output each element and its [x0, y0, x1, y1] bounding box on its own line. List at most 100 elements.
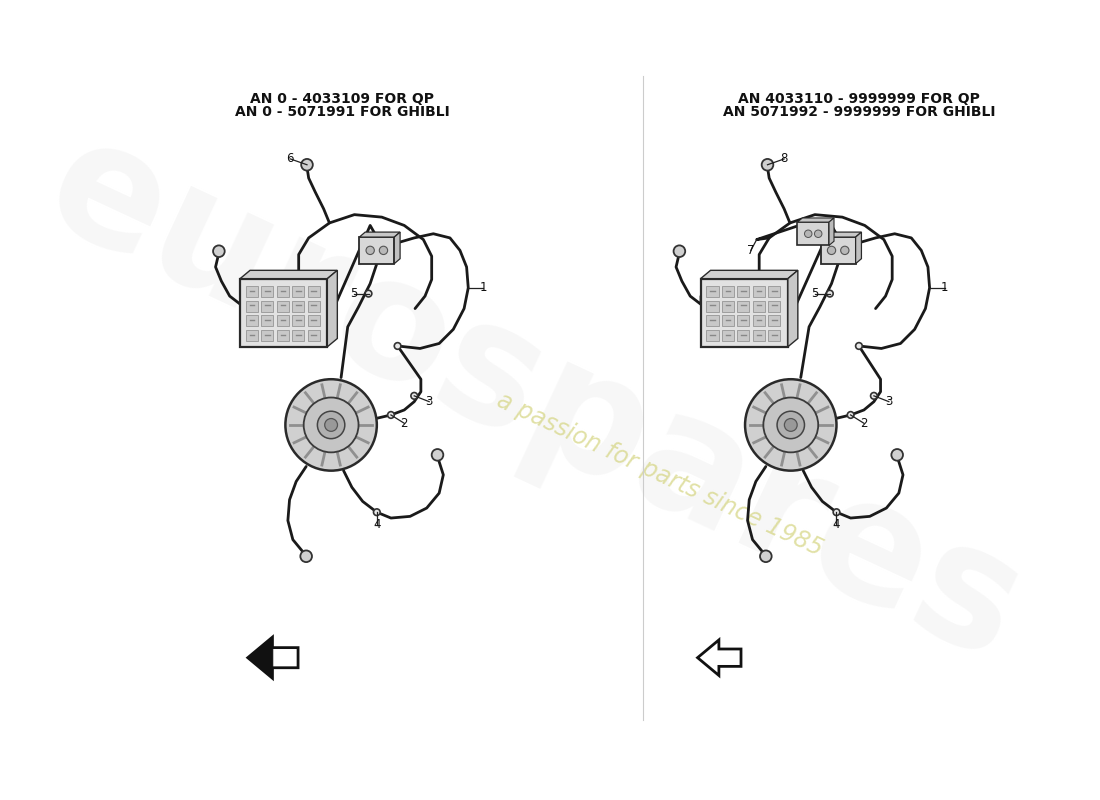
Text: AN 5071992 - 9999999 FOR GHIBLI: AN 5071992 - 9999999 FOR GHIBLI — [723, 106, 996, 119]
FancyBboxPatch shape — [706, 301, 718, 312]
FancyBboxPatch shape — [308, 286, 320, 298]
Polygon shape — [829, 218, 834, 246]
Text: AN 0 - 5071991 FOR GHIBLI: AN 0 - 5071991 FOR GHIBLI — [234, 106, 449, 119]
FancyBboxPatch shape — [262, 315, 274, 326]
Circle shape — [285, 379, 377, 470]
Circle shape — [300, 550, 312, 562]
Circle shape — [213, 246, 224, 257]
FancyBboxPatch shape — [752, 315, 764, 326]
Text: 2: 2 — [400, 417, 408, 430]
Text: 8: 8 — [780, 153, 788, 166]
Circle shape — [387, 412, 394, 418]
FancyBboxPatch shape — [752, 301, 764, 312]
FancyBboxPatch shape — [737, 315, 749, 326]
FancyBboxPatch shape — [360, 237, 394, 264]
Circle shape — [304, 398, 359, 452]
Circle shape — [827, 246, 836, 254]
Text: 2: 2 — [860, 417, 868, 430]
FancyBboxPatch shape — [277, 301, 289, 312]
FancyBboxPatch shape — [246, 315, 258, 326]
Text: AN 0 - 4033109 FOR QP: AN 0 - 4033109 FOR QP — [250, 92, 433, 106]
FancyBboxPatch shape — [752, 286, 764, 298]
Circle shape — [847, 412, 854, 418]
Circle shape — [763, 398, 818, 452]
FancyBboxPatch shape — [737, 286, 749, 298]
FancyBboxPatch shape — [768, 315, 780, 326]
Text: 1: 1 — [480, 282, 487, 294]
Circle shape — [804, 230, 812, 238]
FancyBboxPatch shape — [293, 315, 305, 326]
FancyBboxPatch shape — [277, 315, 289, 326]
Circle shape — [745, 379, 836, 470]
FancyBboxPatch shape — [701, 278, 788, 347]
FancyBboxPatch shape — [308, 315, 320, 326]
FancyBboxPatch shape — [737, 301, 749, 312]
FancyBboxPatch shape — [308, 301, 320, 312]
Text: 7: 7 — [747, 244, 755, 257]
FancyBboxPatch shape — [821, 237, 856, 264]
FancyBboxPatch shape — [752, 330, 764, 341]
Text: 5: 5 — [811, 287, 818, 300]
Circle shape — [761, 159, 773, 170]
Circle shape — [870, 393, 877, 399]
Circle shape — [374, 509, 381, 515]
Text: 4: 4 — [373, 518, 381, 531]
Circle shape — [814, 230, 822, 238]
Text: AN 4033110 - 9999999 FOR QP: AN 4033110 - 9999999 FOR QP — [738, 92, 980, 106]
Circle shape — [379, 246, 387, 254]
FancyBboxPatch shape — [246, 286, 258, 298]
Text: 4: 4 — [833, 518, 840, 531]
Polygon shape — [821, 232, 861, 237]
Polygon shape — [697, 640, 741, 675]
Circle shape — [826, 290, 833, 297]
Circle shape — [365, 290, 372, 297]
Polygon shape — [701, 270, 798, 278]
Circle shape — [760, 550, 772, 562]
FancyBboxPatch shape — [293, 286, 305, 298]
FancyBboxPatch shape — [706, 330, 718, 341]
Circle shape — [394, 342, 400, 350]
FancyBboxPatch shape — [246, 330, 258, 341]
Circle shape — [431, 449, 443, 461]
Polygon shape — [856, 232, 861, 264]
FancyBboxPatch shape — [722, 330, 734, 341]
FancyBboxPatch shape — [293, 301, 305, 312]
FancyBboxPatch shape — [262, 330, 274, 341]
FancyBboxPatch shape — [798, 222, 829, 246]
Text: 1: 1 — [940, 282, 948, 294]
FancyBboxPatch shape — [768, 330, 780, 341]
FancyBboxPatch shape — [308, 330, 320, 341]
Circle shape — [318, 411, 344, 438]
Polygon shape — [240, 270, 338, 278]
Circle shape — [833, 509, 839, 515]
FancyBboxPatch shape — [246, 301, 258, 312]
Circle shape — [784, 418, 798, 431]
Circle shape — [411, 393, 418, 399]
Text: 6: 6 — [287, 153, 294, 166]
FancyBboxPatch shape — [737, 330, 749, 341]
FancyBboxPatch shape — [722, 315, 734, 326]
FancyBboxPatch shape — [240, 278, 328, 347]
Polygon shape — [798, 218, 834, 222]
Text: eurospares: eurospares — [23, 103, 1046, 697]
Circle shape — [891, 449, 903, 461]
Circle shape — [301, 159, 312, 170]
Circle shape — [856, 342, 862, 350]
Text: 3: 3 — [426, 395, 433, 408]
Circle shape — [366, 246, 374, 254]
FancyBboxPatch shape — [706, 315, 718, 326]
FancyBboxPatch shape — [706, 286, 718, 298]
Text: 3: 3 — [886, 395, 892, 408]
FancyBboxPatch shape — [277, 286, 289, 298]
FancyBboxPatch shape — [293, 330, 305, 341]
FancyBboxPatch shape — [277, 330, 289, 341]
Circle shape — [777, 411, 804, 438]
FancyBboxPatch shape — [768, 286, 780, 298]
FancyBboxPatch shape — [262, 301, 274, 312]
Polygon shape — [248, 637, 298, 678]
Polygon shape — [360, 232, 400, 237]
Polygon shape — [248, 637, 273, 678]
FancyBboxPatch shape — [722, 286, 734, 298]
Circle shape — [324, 418, 338, 431]
FancyBboxPatch shape — [262, 286, 274, 298]
